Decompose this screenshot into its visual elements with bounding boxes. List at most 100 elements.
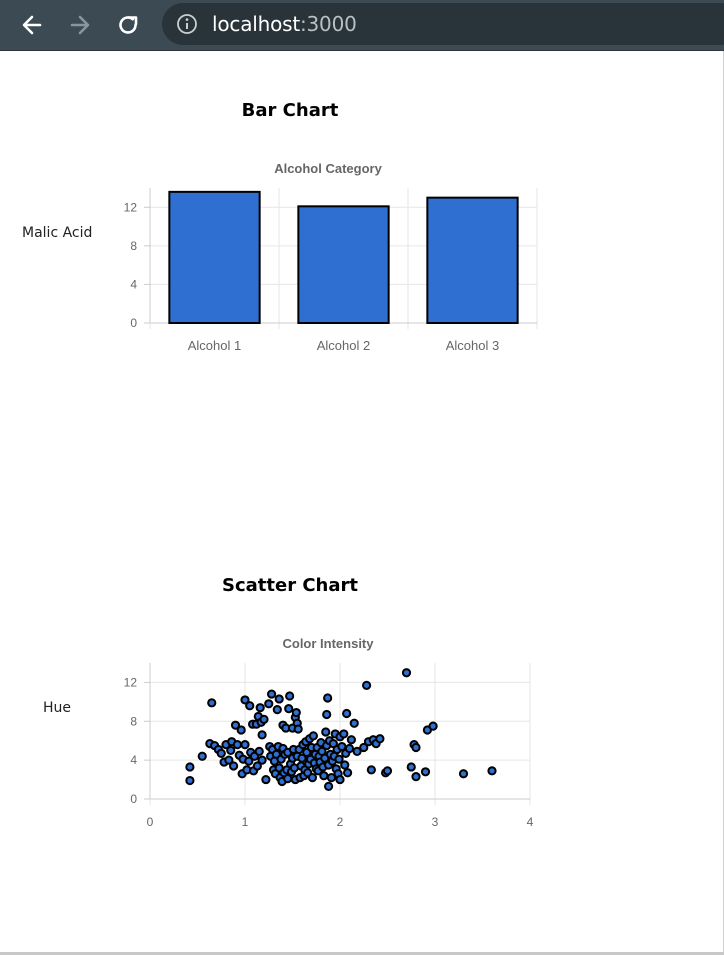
- scatter-x-tick-label: 4: [527, 815, 534, 829]
- scatter-point: [308, 731, 318, 741]
- scatter-point: [340, 760, 350, 770]
- scatter-point: [197, 751, 207, 761]
- scatter-point: [236, 725, 246, 735]
- scatter-point: [226, 745, 236, 756]
- bar-y-tick-label: 4: [130, 277, 137, 291]
- scatter-point: [334, 754, 344, 764]
- scatter-point: [307, 773, 318, 783]
- bar-chart-title: Alcohol Category: [274, 161, 382, 176]
- scatter-point: [232, 740, 242, 750]
- scatter-x-tick-label: 3: [432, 815, 439, 829]
- scatter-point: [284, 704, 294, 714]
- scatter-point: [261, 774, 271, 785]
- scatter-x-tick-label: 1: [242, 815, 249, 829]
- bar-chart-heading: Bar Chart: [241, 100, 339, 121]
- scatter-point: [359, 742, 369, 753]
- scatter-point: [406, 762, 416, 772]
- bar-x-tick-label: Alcohol 1: [188, 338, 241, 353]
- scatter-y-tick-label: 4: [130, 753, 137, 767]
- scatter-point: [274, 694, 284, 704]
- scatter-point: [411, 772, 421, 782]
- scatter-point: [185, 762, 195, 772]
- bar-y-tick-label: 12: [124, 200, 138, 214]
- bar-y-tick-label: 8: [130, 239, 137, 253]
- scatter-point: [342, 708, 352, 719]
- reload-icon: [119, 16, 138, 34]
- scatter-point: [185, 775, 195, 786]
- scatter-point: [244, 756, 254, 766]
- scatter-point: [252, 761, 262, 771]
- scatter-point: [352, 746, 362, 757]
- scatter-point: [411, 742, 421, 753]
- scatter-point: [264, 699, 274, 709]
- bar-y-tick-label: 0: [130, 316, 137, 330]
- scatter-point: [272, 705, 282, 715]
- scatter-point: [420, 767, 431, 777]
- scatter-point: [216, 748, 226, 758]
- scatter-point: [458, 769, 469, 779]
- scatter-point: [487, 766, 497, 776]
- scatter-point: [207, 698, 217, 708]
- bar-y-axis-label: Malic Acid: [22, 225, 93, 241]
- scatter-point: [326, 773, 337, 783]
- scatter-point: [229, 761, 239, 771]
- scatter-point: [323, 693, 333, 703]
- bar: [426, 196, 519, 324]
- reload-button[interactable]: [111, 8, 145, 42]
- scatter-point: [259, 714, 269, 724]
- back-arrow-icon: [22, 15, 42, 35]
- bar-x-tick-label: Alcohol 3: [446, 338, 499, 353]
- scatter-point: [428, 721, 438, 731]
- scatter-y-axis-label: Hue: [43, 700, 72, 716]
- scatter-point: [254, 746, 264, 757]
- bar: [297, 205, 390, 325]
- scatter-point: [346, 735, 356, 745]
- scatter-point: [240, 695, 250, 705]
- scatter-chart-title: Color Intensity: [282, 636, 374, 651]
- scatter-point: [344, 743, 355, 754]
- scatter-point: [366, 765, 376, 775]
- scatter-point: [255, 703, 265, 713]
- url-port: :3000: [299, 12, 357, 36]
- site-info-icon[interactable]: [176, 13, 198, 35]
- scatter-y-tick-label: 8: [130, 714, 137, 728]
- scatter-point: [343, 768, 353, 778]
- scatter-point: [339, 729, 349, 739]
- scatter-point: [324, 781, 334, 791]
- bar-x-tick-label: Alcohol 2: [317, 338, 370, 353]
- scatter-point: [335, 774, 345, 785]
- scatter-point: [240, 740, 250, 750]
- scatter-y-tick-label: 0: [130, 792, 137, 806]
- url-text: localhost:3000: [212, 12, 357, 36]
- forward-button[interactable]: [63, 8, 97, 42]
- bar: [168, 190, 261, 324]
- bar-chart: Alcohol Category 0 4 8 12 Alcohol 1 Alcohol 2 A…: [124, 161, 538, 353]
- scatter-point: [382, 766, 393, 776]
- scatter-point: [257, 730, 267, 740]
- scatter-point: [285, 691, 295, 701]
- back-button[interactable]: [15, 8, 49, 42]
- forward-arrow-icon: [70, 15, 90, 35]
- scatter-chart-heading: Scatter Chart: [222, 575, 358, 596]
- scatter-point: [375, 734, 385, 744]
- scatter-point: [319, 771, 329, 781]
- page-bottom-border: [0, 952, 724, 955]
- scatter-x-tick-label: 2: [337, 815, 344, 829]
- address-bar[interactable]: localhost:3000: [162, 3, 724, 45]
- scatter-point: [245, 701, 255, 711]
- scatter-y-tick-label: 12: [124, 675, 138, 689]
- scatter-point: [322, 709, 332, 720]
- scatter-point: [291, 707, 301, 718]
- url-host: localhost: [212, 12, 300, 36]
- scatter-point: [257, 755, 267, 765]
- scatter-point: [230, 720, 241, 730]
- scatter-point: [267, 689, 277, 699]
- scatter-point: [349, 718, 359, 728]
- scatter-point: [297, 753, 307, 763]
- scatter-point: [293, 724, 303, 734]
- browser-toolbar: localhost:3000: [0, 0, 724, 51]
- scatter-x-tick-label: 0: [147, 815, 154, 829]
- scatter-point: [321, 727, 331, 737]
- scatter-point: [362, 680, 372, 690]
